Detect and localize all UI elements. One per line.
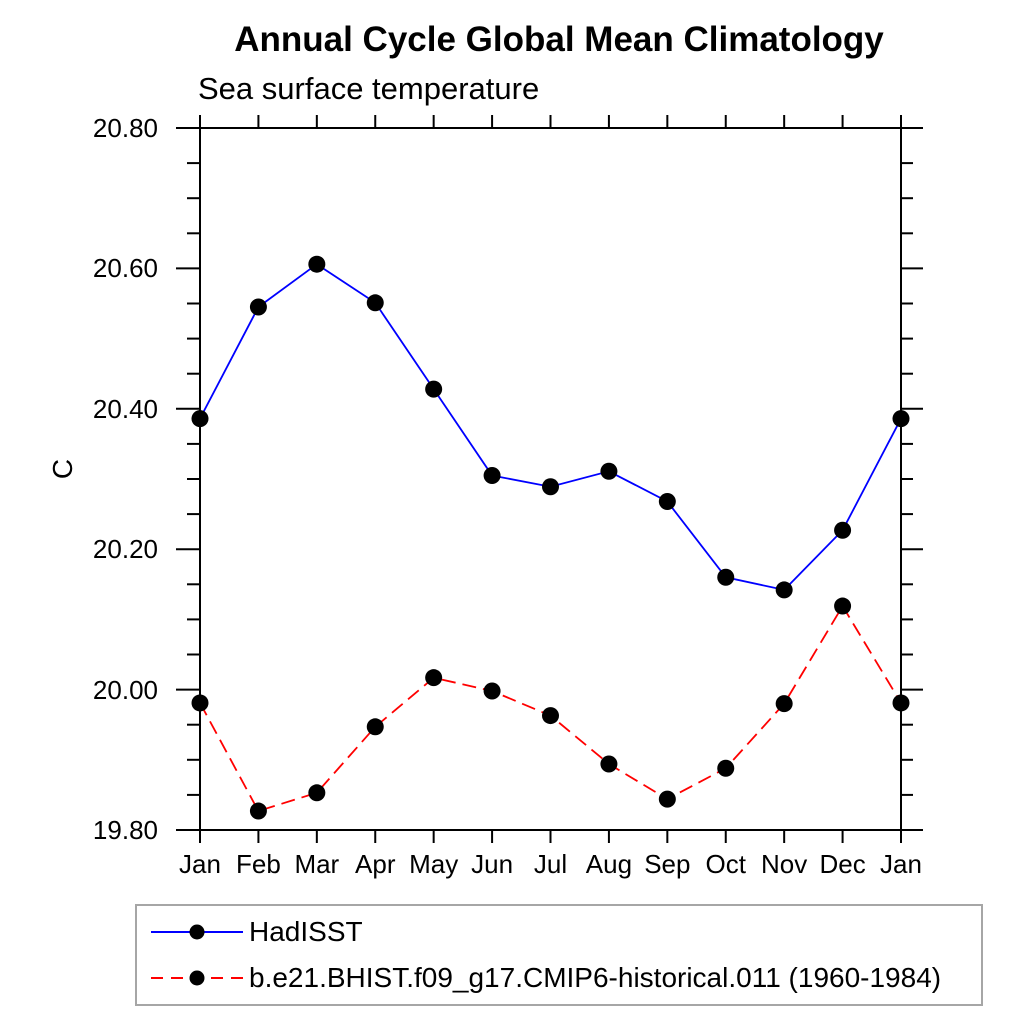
data-point-marker <box>366 294 384 312</box>
data-point-marker <box>249 298 267 316</box>
data-point-marker <box>366 718 384 736</box>
x-tick-label: Jan <box>880 849 922 879</box>
data-point-marker <box>542 478 559 496</box>
y-tick-label: 20.80 <box>92 113 158 143</box>
chart-title: Annual Cycle Global Mean Climatology <box>234 20 884 59</box>
x-tick-label: Dec <box>819 849 866 879</box>
data-point-marker <box>834 521 852 539</box>
data-point-marker <box>600 462 618 480</box>
data-point-marker <box>308 255 326 273</box>
x-tick-label: Jul <box>533 849 568 879</box>
x-tick-label: Nov <box>761 849 808 879</box>
x-tick-label: Mar <box>294 849 340 879</box>
x-tick-label: Aug <box>585 849 633 879</box>
x-tick-label: Apr <box>355 849 396 879</box>
data-point-marker <box>425 669 443 687</box>
data-point-marker <box>775 581 793 599</box>
x-tick-label: May <box>409 849 459 879</box>
data-point-marker <box>600 755 618 773</box>
y-tick-label: 20.00 <box>92 674 158 705</box>
data-point-marker <box>542 707 559 725</box>
data-point-marker <box>483 466 501 484</box>
y-tick-label: 20.20 <box>92 534 158 565</box>
data-point-marker <box>191 410 209 428</box>
legend-item-model: b.e21.BHIST.f09_g17.CMIP6-historical.011… <box>149 957 981 999</box>
series-line-hadisst <box>199 263 902 591</box>
data-point-marker <box>658 790 676 808</box>
data-point-marker <box>658 492 676 510</box>
y-tick-label: 19.80 <box>92 815 158 845</box>
x-tick-label: Oct <box>705 849 746 879</box>
legend: HadISST b.e21.BHIST.f09_g17.CMIP6-histor… <box>135 904 983 1006</box>
legend-label: b.e21.BHIST.f09_g17.CMIP6-historical.011… <box>249 962 942 993</box>
y-tick-label: 20.40 <box>92 393 158 424</box>
data-point-marker <box>191 694 209 712</box>
y-tick-label: 20.60 <box>92 253 158 284</box>
legend-line-sample-dashed <box>151 970 243 986</box>
data-point-marker <box>717 568 735 586</box>
data-point-marker <box>834 597 852 615</box>
legend-line-sample-solid <box>151 924 243 940</box>
legend-item-hadisst: HadISST <box>149 911 981 953</box>
data-point-marker <box>717 759 735 777</box>
data-point-marker <box>892 410 910 428</box>
chart-subtitle: Sea surface temperature <box>198 71 540 106</box>
legend-label: HadISST <box>249 916 363 947</box>
x-tick-label: Feb <box>236 849 281 879</box>
data-point-marker <box>425 380 443 398</box>
axis-box <box>199 127 902 831</box>
x-tick-label: Sep <box>644 849 691 879</box>
data-point-marker <box>483 682 501 700</box>
data-point-marker <box>892 694 910 712</box>
data-point-marker <box>308 784 326 802</box>
x-tick-label: Jun <box>471 849 514 879</box>
data-point-marker <box>249 802 267 820</box>
x-tick-label: Jan <box>179 849 221 879</box>
data-point-marker <box>775 695 793 713</box>
